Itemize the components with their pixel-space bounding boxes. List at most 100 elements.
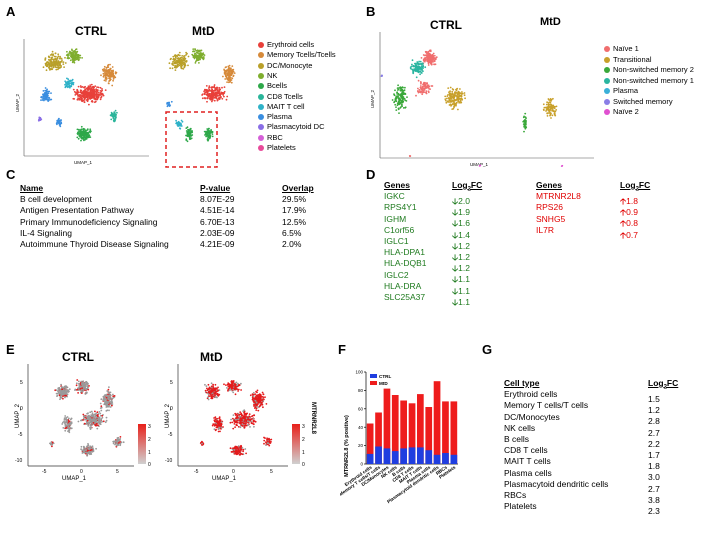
up-arrow-icon: 🡡 [620, 207, 627, 218]
panel-f-legend-label: CTRL [379, 374, 391, 379]
panel-d-up-gene: SNHG5 [536, 213, 566, 224]
panel-f-bar-mtd [383, 388, 391, 464]
panel-f-bar-chart: MTRNR2L8 (% positive) 0 20 40 60 80 100 CTRL M… [340, 370, 458, 504]
panel-d-down-gene: RPS4Y1 [384, 202, 417, 213]
panel-g-cell-type: CD8 T cells [504, 445, 548, 456]
panel-d-header-fc: Log2FC [452, 180, 483, 193]
panel-a-legend-label: RBC [267, 132, 283, 142]
panel-g-cell-type: MAIT T cells [504, 456, 551, 467]
panel-c-pathway-name: Primary Immunodeficiency Signaling [20, 216, 158, 227]
panel-d-down-fc: 🡣1.1 [452, 296, 470, 307]
panel-d-down-gene: IGKC [384, 191, 405, 202]
panel-a-mtd-cells [166, 48, 236, 143]
svg-text:-10: -10 [15, 458, 22, 464]
panel-c-overlap: 12.5% [282, 216, 307, 227]
panel-b-legend-item: Non-switched memory 2 [604, 65, 694, 74]
panel-e-xlabel-mtd: UMAP_1 [212, 476, 237, 482]
panel-e-title-mtd: MtD [200, 350, 223, 364]
panel-f-bar-ctrl [417, 447, 424, 464]
panel-f-bar-mtd [433, 381, 441, 464]
panel-f-bar-mtd [408, 403, 416, 464]
panel-a-legend-item: DC/Monocyte [258, 61, 312, 70]
svg-text:0: 0 [148, 462, 151, 468]
panel-a-legend-item: Bcells [258, 81, 287, 90]
panel-b-title-ctrl: CTRL [430, 18, 462, 32]
panel-b-legend-item: Naïve 1 [604, 44, 639, 53]
panel-b-legend-item: Naïve 2 [604, 107, 639, 116]
panel-d-down-gene: IGLC2 [384, 269, 409, 280]
panel-a-ctrl-cells [37, 48, 118, 142]
svg-text:0: 0 [232, 469, 235, 475]
panel-b-legend-label: Plasma [613, 86, 639, 95]
panel-a-legend-dot [258, 93, 264, 100]
panel-b-legend-dot [604, 98, 610, 105]
panel-e-gene-label: MTRNR2L8 [310, 402, 316, 435]
panel-label-f: F [338, 342, 346, 357]
panel-d-down-gene: HLA-DPA1 [384, 247, 425, 258]
panel-f-ytick-label: 0 [360, 462, 363, 467]
panel-b-legend-label: Naïve 2 [613, 107, 639, 116]
panel-b-legend-dot [604, 109, 610, 116]
panel-a-legend-label: Plasma [267, 112, 293, 122]
panel-d-down-fc: 🡣1.9 [452, 207, 470, 218]
down-arrow-icon: 🡣 [452, 240, 459, 251]
panel-c-pathway-name: B cell development [20, 194, 92, 205]
panel-e-title-ctrl: CTRL [62, 350, 94, 364]
panel-e-mtd-colorbar [292, 424, 300, 464]
svg-text:5: 5 [170, 380, 173, 386]
panel-a-legend-item: CD8 Tcells [258, 92, 303, 101]
panel-label-d: D [366, 167, 376, 182]
panel-d-up-fc: 🡡0.8 [620, 218, 638, 229]
panel-b-legend-dot [604, 56, 610, 63]
panel-f-bar-mtd [366, 423, 374, 464]
panel-b-legend-label: Switched memory [613, 96, 673, 106]
panel-f-category-label: RBCs [435, 464, 448, 476]
panel-e-ylabel: UMAP_2 [15, 403, 21, 428]
svg-text:0: 0 [170, 406, 173, 412]
panel-g-cell-type: Plasma cells [504, 467, 552, 478]
panel-d-down-gene: HLA-DRA [384, 280, 422, 291]
panel-a-legend-item: Memory Tcells/Tcells [258, 50, 336, 59]
panel-g-cell-type: Platelets [504, 501, 537, 512]
panel-e-ctrl-colorbar [138, 424, 146, 464]
svg-text:5: 5 [116, 469, 119, 475]
panel-f-ytick-label: 100 [355, 370, 363, 375]
panel-d-down-fc: 🡣2.0 [452, 195, 470, 206]
panel-b-legend-label: Naïve 1 [613, 44, 639, 53]
panel-g-cell-type: B cells [504, 434, 530, 445]
panel-c-header-name: Name [20, 183, 44, 193]
panel-f-bar-ctrl [425, 450, 433, 464]
panel-a-highlight-box [165, 111, 218, 168]
panel-g-log2fc: 1.5 [648, 393, 660, 404]
down-arrow-icon: 🡣 [452, 263, 459, 274]
panel-a-title-mtd: MtD [192, 24, 215, 38]
panel-f-bar-mtd [450, 401, 458, 464]
panel-d-header-fc-up: Log2FC [620, 180, 651, 193]
svg-text:5: 5 [20, 380, 23, 386]
panel-g-log2fc: 2.3 [648, 505, 660, 516]
panel-f-bar-ctrl [433, 454, 441, 464]
panel-b-legend-label: Transitional [613, 54, 652, 64]
panel-f-bar-ctrl [366, 453, 374, 464]
panel-c-pvalue: 6.70E-13 [200, 216, 235, 227]
panel-d-down-fc: 🡣1.4 [452, 229, 470, 240]
panel-a-legend-item: Erythroid cells [258, 40, 314, 49]
panel-d-up-gene: RPS26 [536, 202, 563, 213]
panel-c-overlap: 17.9% [282, 205, 307, 216]
panel-f-ytick-label: 40 [358, 425, 364, 430]
panel-f-bar-ctrl [442, 453, 449, 464]
panel-d-down-gene: HLA-DQB1 [384, 258, 427, 269]
panel-f-bar-mtd [391, 395, 399, 464]
panel-a-legend-label: Plasmacytoid DC [267, 122, 325, 132]
panel-g-cell-type: DC/Monocytes [504, 411, 560, 422]
panel-d-down-fc: 🡣1.1 [452, 274, 470, 285]
panel-c-header-overlap: Overlap [282, 183, 314, 193]
panel-d-down-fc: 🡣1.1 [452, 285, 470, 296]
panel-a-legend-label: Bcells [267, 81, 288, 91]
panel-d-down-gene: SLC25A37 [384, 292, 426, 303]
panel-c-pathway-name: IL-4 Signaling [20, 227, 72, 238]
panel-c-pathway-name: Antigen Presentation Pathway [20, 205, 134, 216]
panel-f-bar-ctrl [375, 446, 382, 464]
up-arrow-icon: 🡡 [620, 218, 627, 229]
panel-a-legend-label: Memory Tcells/Tcells [267, 50, 336, 60]
